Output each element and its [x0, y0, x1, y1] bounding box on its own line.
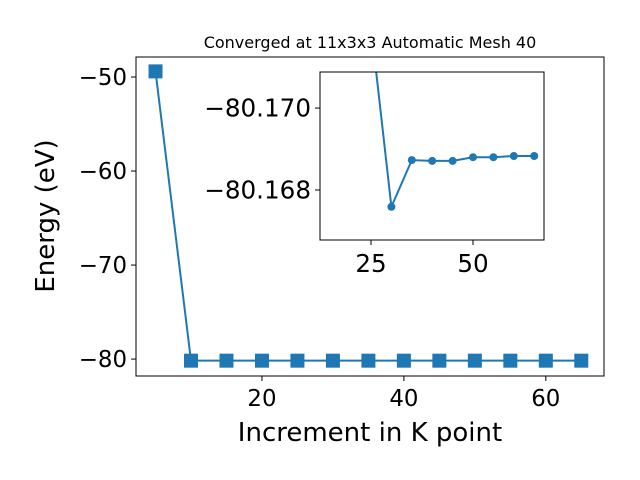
- marker: [574, 353, 589, 368]
- marker: [448, 156, 457, 165]
- y-tick-label: −80: [79, 347, 127, 373]
- x-tick-label: 50: [457, 249, 488, 278]
- marker: [290, 353, 305, 368]
- marker: [407, 156, 416, 165]
- marker: [503, 353, 518, 368]
- plot-content: [367, 22, 539, 211]
- marker: [183, 353, 198, 368]
- marker: [428, 156, 437, 165]
- marker: [254, 353, 269, 368]
- marker: [509, 152, 518, 160]
- plot-content: [148, 64, 589, 368]
- marker: [387, 202, 396, 211]
- y-tick-label: −60: [79, 159, 127, 185]
- marker: [367, 22, 375, 30]
- marker: [538, 353, 553, 368]
- axes-frame: [319, 71, 545, 241]
- x-tick-label: 25: [355, 249, 386, 278]
- marker: [469, 153, 478, 162]
- y-tick-label: −80.170: [204, 93, 311, 122]
- y-tick-label: −50: [79, 65, 127, 91]
- marker: [489, 153, 498, 162]
- x-tick-label: 20: [247, 386, 276, 412]
- marker: [467, 353, 482, 368]
- marker: [361, 353, 376, 368]
- x-tick-label: 40: [389, 386, 418, 412]
- x-tick-label: 60: [531, 386, 560, 412]
- marker: [432, 353, 447, 368]
- x-axis-label: Increment in K point: [238, 418, 502, 448]
- marker: [325, 353, 340, 368]
- axes-frame: [135, 56, 605, 377]
- y-tick-label: −70: [79, 253, 127, 279]
- marker: [530, 152, 539, 160]
- marker: [148, 64, 163, 79]
- marker: [219, 353, 234, 368]
- y-axis-label: Energy (eV): [31, 139, 61, 292]
- marker: [396, 353, 411, 368]
- y-tick-label: −80.168: [204, 175, 311, 204]
- chart-title: Converged at 11x3x3 Automatic Mesh 40: [204, 33, 537, 52]
